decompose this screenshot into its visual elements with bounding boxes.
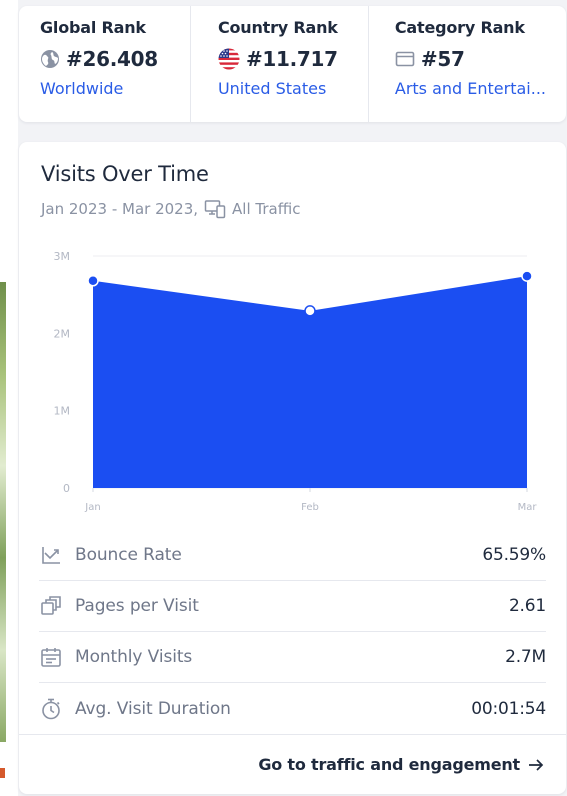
y-tick-label: 3M — [54, 250, 71, 263]
metric-monthly-visits: Monthly Visits 2.7M — [39, 632, 546, 683]
data-point — [87, 274, 99, 287]
category-rank-title: Category Rank — [394, 18, 525, 37]
data-point — [304, 305, 316, 317]
metric-value: 65.59% — [482, 545, 546, 565]
category-rank: Category Rank #57 Arts and Entertai... — [367, 6, 566, 122]
global-rank-title: Global Rank — [40, 18, 146, 37]
y-tick-label: 2M — [54, 327, 71, 340]
metric-value: 2.61 — [508, 596, 546, 616]
rank-card: Global Rank #26.408 Worldwide Country Ra… — [19, 6, 566, 122]
visits-traffic: All Traffic — [232, 200, 301, 218]
visits-card: Visits Over Time Jan 2023 - Mar 2023, Al… — [19, 142, 566, 794]
y-tick-label: 1M — [54, 405, 71, 418]
global-rank: Global Rank #26.408 Worldwide — [19, 6, 190, 122]
traffic-engagement-link-label: Go to traffic and engagement — [258, 755, 520, 774]
visits-area — [93, 276, 527, 488]
category-rank-value: #57 — [420, 47, 465, 71]
visits-subtitle: Jan 2023 - Mar 2023, All Traffic — [41, 199, 300, 219]
country-rank: Country Rank #11.717 United S — [189, 6, 368, 122]
data-point — [521, 270, 533, 282]
arrow-right-icon — [529, 758, 544, 771]
metric-label: Avg. Visit Duration — [75, 698, 231, 719]
chart-x-ticks: Jan Feb Mar — [84, 488, 537, 513]
card-footer: Go to traffic and engagement — [19, 734, 566, 794]
metric-value: 2.7M — [505, 647, 546, 667]
chart-area-layer — [93, 276, 527, 488]
metric-label: Bounce Rate — [75, 545, 182, 565]
globe-icon — [41, 50, 59, 68]
devices-icon — [204, 200, 226, 219]
metrics-list: Bounce Rate 65.59% Pages per Visit 2.61 — [39, 530, 546, 734]
visits-title: Visits Over Time — [41, 162, 209, 186]
country-rank-value: #11.717 — [245, 47, 338, 71]
country-rank-title: Country Rank — [217, 18, 338, 37]
metric-bounce-rate: Bounce Rate 65.59% — [39, 530, 546, 581]
metric-value: 00:01:54 — [471, 698, 546, 719]
y-tick-label: 0 — [63, 482, 70, 495]
bounce-rate-icon — [42, 547, 60, 564]
category-rank-link[interactable]: Arts and Entertai... — [394, 79, 547, 98]
background-accent — [0, 768, 5, 778]
global-rank-value: #26.408 — [66, 47, 158, 71]
metric-label: Monthly Visits — [75, 647, 193, 667]
global-rank-link[interactable]: Worldwide — [40, 79, 124, 98]
stopwatch-icon — [42, 698, 60, 719]
us-flag-icon — [218, 48, 240, 70]
metric-label: Pages per Visit — [75, 596, 199, 616]
category-icon — [395, 51, 415, 67]
metric-pages-per-visit: Pages per Visit 2.61 — [39, 581, 546, 632]
chart-y-ticks: 0 1M 2M 3M — [54, 250, 71, 495]
x-tick-label: Mar — [518, 502, 538, 513]
country-rank-link[interactable]: United States — [217, 79, 327, 98]
metric-avg-visit-duration: Avg. Visit Duration 00:01:54 — [39, 683, 546, 734]
calendar-icon — [41, 648, 61, 667]
chart-points — [87, 270, 533, 317]
background-image — [0, 282, 6, 742]
visits-chart: 0 1M 2M 3M Jan Feb Mar — [54, 250, 538, 513]
x-tick-label: Jan — [84, 502, 100, 513]
traffic-engagement-link[interactable]: Go to traffic and engagement — [258, 755, 544, 774]
visits-period: Jan 2023 - Mar 2023, — [41, 200, 199, 218]
pages-icon — [41, 596, 61, 615]
x-tick-label: Feb — [301, 502, 319, 513]
